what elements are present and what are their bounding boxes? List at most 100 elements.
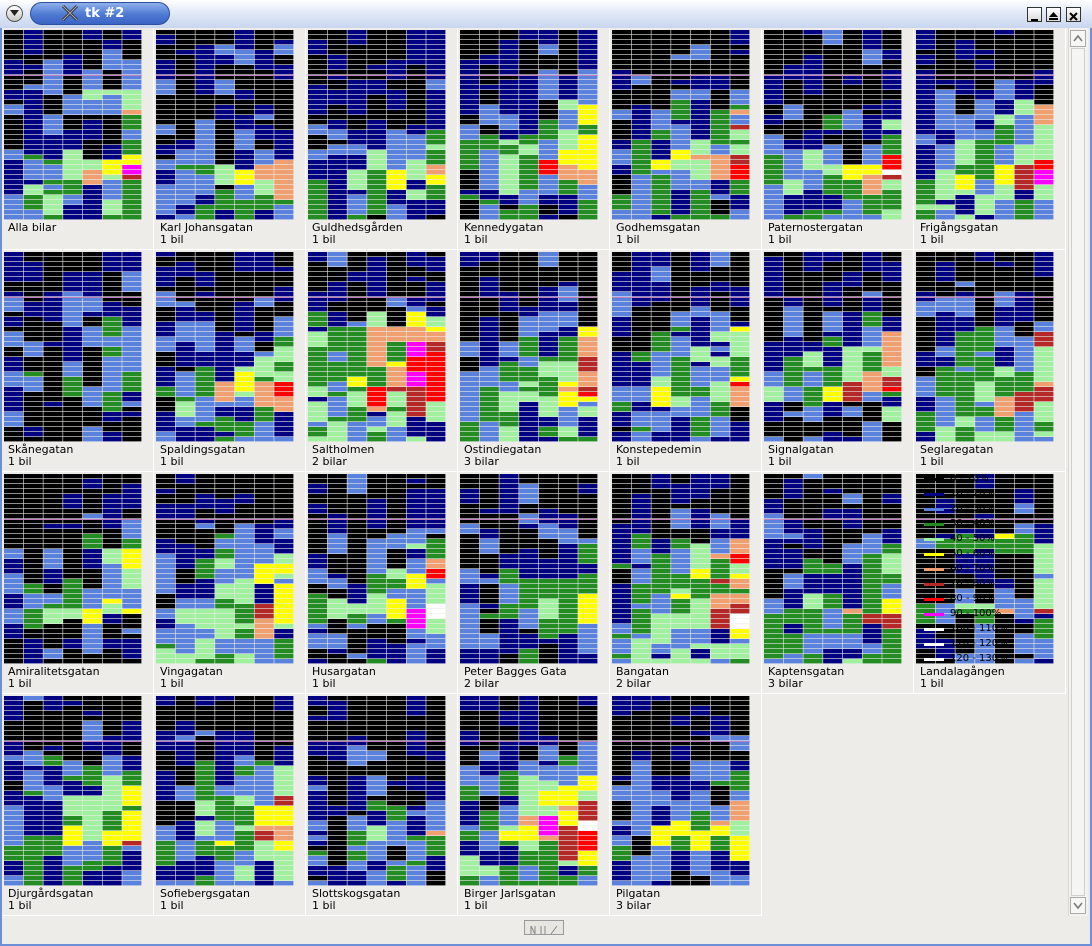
heatmap-cell <box>4 317 24 322</box>
heatmap-cell <box>274 297 294 302</box>
heatmap-cell <box>764 90 784 95</box>
heatmap-cell <box>631 170 651 175</box>
heatmap-cell <box>612 634 632 639</box>
heatmap-cell <box>578 614 598 619</box>
heatmap-cell <box>651 337 671 342</box>
heatmap-cell <box>631 85 651 90</box>
heatmap-cell <box>862 55 882 60</box>
heatmap-panel[interactable]: Guldhedsgården 1 bil <box>306 28 458 250</box>
panel-title: Husargatan <box>312 665 376 678</box>
panel-title: Guldhedsgården <box>312 221 403 234</box>
heatmap-cell <box>23 292 43 297</box>
heatmap-cell <box>122 70 142 75</box>
heatmap-panel[interactable]: Ostindiegatan 3 bilar <box>458 250 610 472</box>
heatmap-panel[interactable]: Kennedygatan 1 bil <box>458 28 610 250</box>
heatmap-panel[interactable]: Signalgatan 1 bil <box>762 250 914 472</box>
heatmap-panel[interactable]: Amiralitetsgatan 1 bil <box>2 472 154 694</box>
heatmap-cell <box>367 180 387 185</box>
heatmap-cell <box>82 262 102 267</box>
heatmap-cell <box>1014 372 1034 377</box>
heatmap-panel[interactable]: Spaldingsgatan 1 bil <box>154 250 306 472</box>
heatmap-cell <box>4 554 24 559</box>
heatmap-cell <box>499 402 519 407</box>
heatmap-cell <box>254 327 274 332</box>
heatmap-cell <box>386 35 406 40</box>
heatmap-cell <box>23 589 43 594</box>
heatmap-cell <box>1034 205 1054 210</box>
heatmap-cell <box>426 160 446 165</box>
heatmap-cell <box>175 494 195 499</box>
heatmap-cell <box>82 564 102 569</box>
heatmap-cell <box>43 257 63 262</box>
heatmap-cell <box>426 165 446 170</box>
heatmap-panel[interactable]: Paternostergatan 1 bil <box>762 28 914 250</box>
heatmap-panel[interactable]: Vingagatan 1 bil <box>154 472 306 694</box>
heatmap-panel[interactable]: Bangatan 2 bilar <box>610 472 762 694</box>
heatmap-cell <box>82 130 102 135</box>
heatmap-cell <box>195 120 215 125</box>
heatmap-cell <box>347 589 367 594</box>
heatmap-cell <box>347 649 367 654</box>
heatmap-cell <box>730 257 750 262</box>
heatmap <box>916 30 1054 220</box>
heatmap-cell <box>916 392 936 397</box>
heatmap-panel[interactable]: Husargatan 1 bil <box>306 472 458 694</box>
maximize-button[interactable] <box>1046 7 1061 22</box>
heatmap-cell <box>671 195 691 200</box>
heatmap-cell <box>1014 150 1034 155</box>
heatmap-cell <box>1014 130 1034 135</box>
heatmap-cell <box>499 599 519 604</box>
heatmap-cell <box>499 514 519 519</box>
heatmap-cell <box>499 287 519 292</box>
heatmap-panel[interactable]: Godhemsgatan 1 bil <box>610 28 762 250</box>
heatmap-cell <box>558 317 578 322</box>
heatmap-panel[interactable]: Seglaregatan 1 bil <box>914 250 1066 472</box>
heatmap-panel[interactable]: Alla bilar <box>2 28 154 250</box>
heatmap-cell <box>156 387 176 392</box>
heatmap-cell <box>690 170 710 175</box>
heatmap-cell <box>690 150 710 155</box>
heatmap-cell <box>558 75 578 80</box>
heatmap-cell <box>612 60 632 65</box>
heatmap-cell <box>955 205 975 210</box>
title-bar[interactable]: tk #2 <box>0 0 1092 28</box>
heatmap-cell <box>234 412 254 417</box>
heatmap-cell <box>823 150 843 155</box>
heatmap-cell <box>764 372 784 377</box>
heatmap-cell <box>406 654 426 659</box>
heatmap-cell <box>102 85 122 90</box>
heatmap-cell <box>651 215 671 220</box>
close-button[interactable] <box>1066 7 1081 22</box>
heatmap-cell <box>234 55 254 60</box>
heatmap-cell <box>671 412 691 417</box>
heatmap-cell <box>578 392 598 397</box>
heatmap-cell <box>274 659 294 664</box>
heatmap-cell <box>308 579 328 584</box>
heatmap-cell <box>460 30 480 35</box>
heatmap-cell <box>730 140 750 145</box>
minimize-button[interactable] <box>1027 7 1042 22</box>
heatmap-panel[interactable]: Peter Bagges Gata 2 bilar <box>458 472 610 694</box>
heatmap-panel[interactable]: Konstepedemin 1 bil <box>610 250 762 472</box>
heatmap-panel[interactable]: Skånegatan 1 bil <box>2 250 154 472</box>
heatmap-cell <box>823 422 843 427</box>
heatmap-cell <box>710 382 730 387</box>
heatmap-cell <box>215 282 235 287</box>
heatmap-panel[interactable]: Karl Johansgatan 1 bil <box>154 28 306 250</box>
heatmap-cell <box>578 432 598 437</box>
heatmap-cell <box>882 170 902 175</box>
heatmap-cell <box>519 422 539 427</box>
heatmap-cell <box>102 539 122 544</box>
heatmap-cell <box>406 489 426 494</box>
heatmap-cell <box>426 402 446 407</box>
window-title-tab[interactable]: tk #2 <box>30 2 170 25</box>
heatmap-cell <box>156 165 176 170</box>
window-menu-button[interactable] <box>6 5 23 22</box>
heatmap-cell <box>234 200 254 205</box>
heatmap-panel[interactable]: Saltholmen 2 bilar <box>306 250 458 472</box>
heatmap-cell <box>783 357 803 362</box>
heatmap-panel[interactable]: Frigångsgatan 1 bil <box>914 28 1066 250</box>
heatmap-cell <box>690 257 710 262</box>
heatmap-cell <box>955 347 975 352</box>
heatmap-cell <box>102 252 122 257</box>
